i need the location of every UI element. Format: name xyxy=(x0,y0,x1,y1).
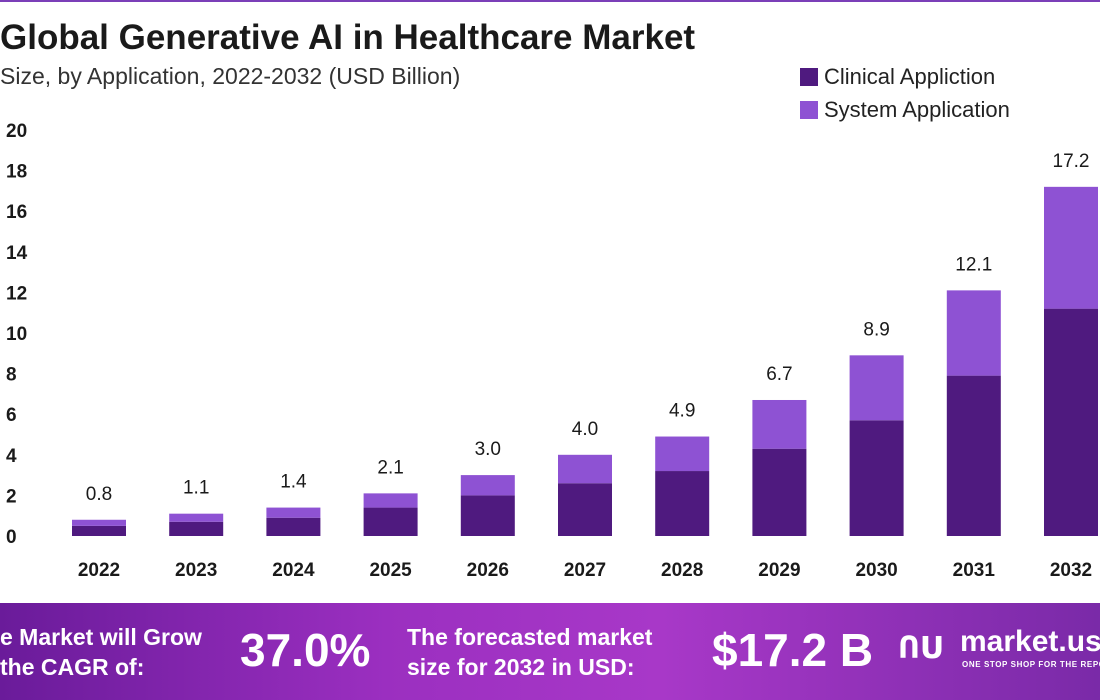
bar-total-label: 12.1 xyxy=(955,254,992,275)
y-tick-label: 4 xyxy=(6,446,17,467)
x-tick-label: 2027 xyxy=(564,560,606,581)
bar-segment-clinical xyxy=(558,483,612,536)
bar-segment-clinical xyxy=(363,507,418,536)
legend-swatch-clinical xyxy=(800,67,818,86)
chart-legend: Clinical Appliction System Application xyxy=(800,60,1010,126)
bar-total-label: 1.1 xyxy=(183,478,209,499)
bar-segment-clinical xyxy=(1044,308,1098,536)
chart-title: Global Generative AI in Healthcare Marke… xyxy=(0,18,696,57)
bar-total-label: 6.7 xyxy=(766,364,792,385)
bar-segment-system xyxy=(266,507,321,518)
bar-segment-system xyxy=(558,454,612,484)
x-tick-label: 2030 xyxy=(855,560,897,581)
footer-banner: e Market will Grow the CAGR of: 37.0% Th… xyxy=(0,603,1100,700)
x-tick-label: 2026 xyxy=(467,560,509,581)
bar-total-label: 3.0 xyxy=(475,439,501,460)
bar-segment-clinical xyxy=(849,420,904,536)
cagr-caption-line2: the CAGR of: xyxy=(0,654,145,680)
x-tick-label: 2023 xyxy=(175,560,217,581)
bar-total-label: 4.0 xyxy=(572,419,598,440)
x-tick-label: 2025 xyxy=(369,560,412,581)
x-tick-label: 2024 xyxy=(272,560,315,581)
x-tick-label: 2029 xyxy=(758,560,800,581)
forecast-caption-line2: size for 2032 in USD: xyxy=(407,654,635,680)
x-tick-label: 2028 xyxy=(661,560,703,581)
bar-segment-system xyxy=(946,290,1001,376)
y-tick-label: 20 xyxy=(6,121,27,142)
bar-segment-system xyxy=(849,355,904,421)
bar-total-label: 2.1 xyxy=(377,457,403,478)
bar-segment-system xyxy=(752,399,807,449)
bar-segment-clinical xyxy=(752,448,807,536)
legend-label-system: System Application xyxy=(824,96,1010,122)
bar-segment-system xyxy=(363,493,418,508)
market-us-logo-icon: ՈՍ xyxy=(898,632,942,665)
cagr-value: 37.0% xyxy=(240,624,371,676)
cagr-caption: e Market will Grow the CAGR of: xyxy=(0,622,202,682)
y-tick-label: 8 xyxy=(6,365,17,386)
bar-segment-system xyxy=(72,519,126,526)
y-tick-label: 16 xyxy=(6,202,27,223)
bar-segment-system xyxy=(460,475,515,496)
bar-total-label: 17.2 xyxy=(1053,151,1090,172)
x-tick-label: 2022 xyxy=(78,560,120,581)
market-us-logo-tagline: ONE STOP SHOP FOR THE REPORTS xyxy=(962,660,1100,669)
bar-segment-clinical xyxy=(72,525,126,536)
bar-total-label: 1.4 xyxy=(280,472,307,493)
bar-segment-clinical xyxy=(169,521,224,536)
chart-subtitle: Size, by Application, 2022-2032 (USD Bil… xyxy=(0,63,461,89)
x-tick-label: 2031 xyxy=(953,560,996,581)
bar-segment-clinical xyxy=(460,495,515,536)
cagr-caption-line1: e Market will Grow xyxy=(0,624,202,650)
bar-segment-clinical xyxy=(946,375,1001,536)
bar-total-label: 4.9 xyxy=(669,401,695,422)
y-tick-label: 2 xyxy=(6,486,17,507)
legend-item-system: System Application xyxy=(800,93,1010,126)
bar-segment-system xyxy=(1044,186,1098,309)
y-tick-label: 10 xyxy=(6,324,27,345)
top-divider xyxy=(0,0,1100,2)
y-tick-label: 12 xyxy=(6,283,27,304)
y-tick-label: 14 xyxy=(6,243,28,264)
bar-segment-clinical xyxy=(266,517,321,536)
bar-segment-system xyxy=(655,436,710,472)
legend-swatch-system xyxy=(800,100,818,119)
x-tick-label: 2032 xyxy=(1050,560,1092,581)
bar-total-label: 0.8 xyxy=(86,484,112,505)
forecast-value: $17.2 B xyxy=(712,624,874,676)
y-tick-label: 18 xyxy=(6,162,27,183)
y-tick-label: 0 xyxy=(6,527,17,548)
chart-plot: 0 2 4 6 8 10 12 14 16 18 20 0.8 2022 1.1 2023 1.4 2024 2.… xyxy=(6,121,1098,581)
forecast-caption-line1: The forecasted market xyxy=(407,624,653,650)
market-us-logo-name: market.us xyxy=(960,625,1100,658)
bar-segment-system xyxy=(169,513,224,522)
bar-segment-clinical xyxy=(655,471,710,536)
forecast-caption: The forecasted market size for 2032 in U… xyxy=(407,622,652,682)
legend-item-clinical: Clinical Appliction xyxy=(800,60,1010,93)
legend-label-clinical: Clinical Appliction xyxy=(824,63,996,89)
y-tick-label: 6 xyxy=(6,405,17,426)
bar-total-label: 8.9 xyxy=(863,319,889,340)
